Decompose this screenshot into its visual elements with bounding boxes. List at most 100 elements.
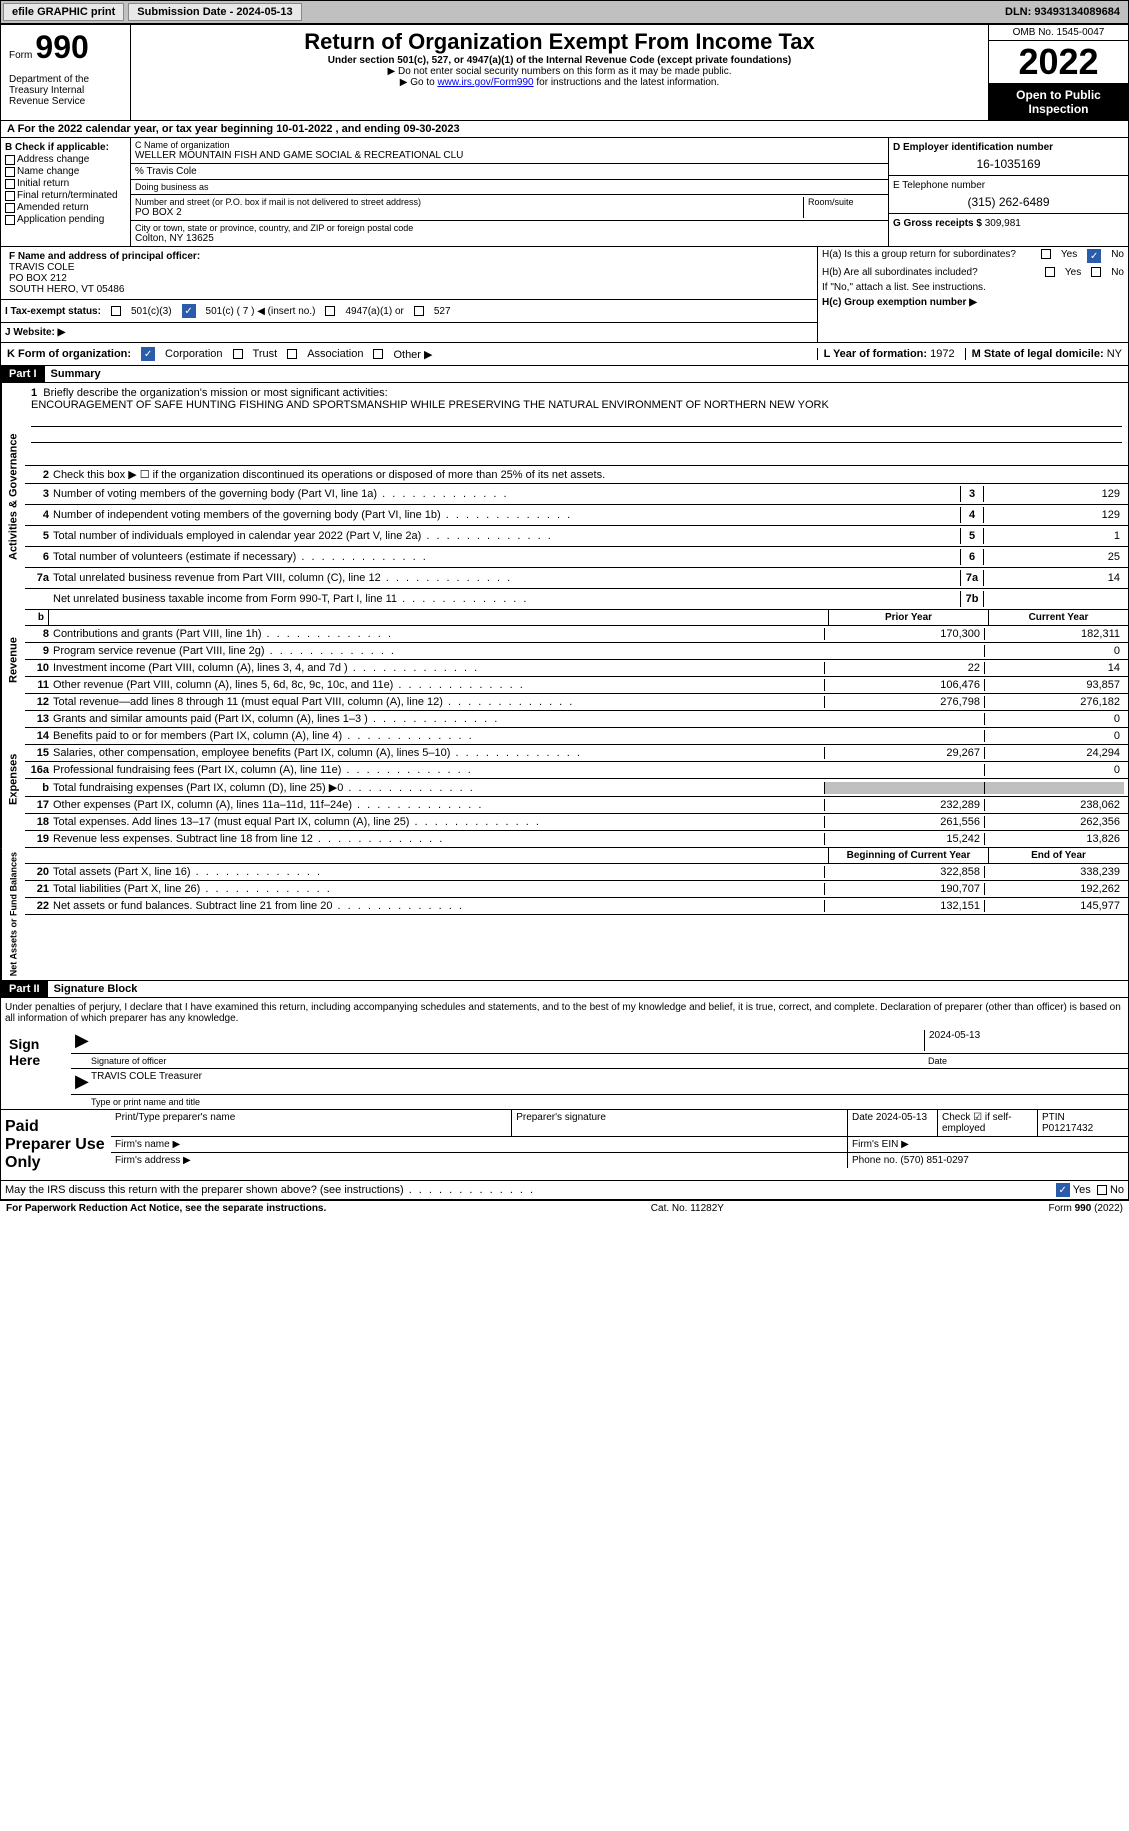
k-label: K Form of organization:	[7, 348, 131, 360]
hb-no[interactable]	[1091, 267, 1101, 277]
table-row: 13 Grants and similar amounts paid (Part…	[25, 711, 1128, 728]
table-row: 7a Total unrelated business revenue from…	[25, 568, 1128, 589]
paperwork-notice: For Paperwork Reduction Act Notice, see …	[6, 1203, 326, 1214]
prep-sig-label: Preparer's signature	[512, 1110, 848, 1136]
footer: For Paperwork Reduction Act Notice, see …	[0, 1200, 1129, 1216]
cat-number: Cat. No. 11282Y	[651, 1203, 724, 1214]
part2-title: Signature Block	[48, 981, 144, 997]
netassets-vlabel: Net Assets or Fund Balances	[1, 848, 25, 980]
ha-yes[interactable]	[1041, 249, 1051, 259]
street-label: Number and street (or P.O. box if mail i…	[135, 197, 803, 207]
arrow-icon-2: ▶	[75, 1071, 91, 1092]
discuss-yes-checked[interactable]: ✓	[1056, 1183, 1070, 1197]
form-footer: Form 990 (2022)	[1049, 1203, 1123, 1214]
ein-label: D Employer identification number	[893, 142, 1124, 153]
table-row: 18 Total expenses. Add lines 13–17 (must…	[25, 814, 1128, 831]
cb-final-return[interactable]: Final return/terminated	[5, 190, 126, 201]
website-label: J Website: ▶	[1, 322, 817, 342]
part2-header: Part II Signature Block	[1, 981, 1128, 998]
officer-addr1: PO BOX 212	[9, 273, 809, 284]
cb-527[interactable]	[414, 306, 424, 316]
officer-name: TRAVIS COLE	[9, 262, 809, 273]
table-row: 10 Investment income (Part VIII, column …	[25, 660, 1128, 677]
paid-preparer-label: Paid Preparer Use Only	[1, 1110, 111, 1180]
discuss-no[interactable]	[1097, 1185, 1107, 1195]
hb-label: H(b) Are all subordinates included?	[822, 267, 1045, 278]
col-b: B Check if applicable: Address change Na…	[1, 138, 131, 246]
cb-initial-return[interactable]: Initial return	[5, 178, 126, 189]
org-name: WELLER MOUNTAIN FISH AND GAME SOCIAL & R…	[135, 150, 884, 161]
table-row: b Total fundraising expenses (Part IX, c…	[25, 779, 1128, 797]
firm-name-label: Firm's name ▶	[111, 1137, 848, 1152]
penalty-text: Under penalties of perjury, I declare th…	[1, 998, 1128, 1028]
table-row: 12 Total revenue—add lines 8 through 11 …	[25, 694, 1128, 711]
f-h-row: F Name and address of principal officer:…	[1, 247, 1128, 343]
dept-label: Department of the Treasury Internal Reve…	[9, 66, 122, 107]
sig-officer-label: Signature of officer	[91, 1056, 924, 1066]
l-value: 1972	[930, 348, 954, 360]
cb-other[interactable]	[373, 349, 383, 359]
right-box: OMB No. 1545-0047 2022 Open to Public In…	[988, 25, 1128, 120]
cb-amended-return[interactable]: Amended return	[5, 202, 126, 213]
dba-label: Doing business as	[135, 182, 209, 192]
cb-corp-checked[interactable]: ✓	[141, 347, 155, 361]
table-row: 4 Number of independent voting members o…	[25, 505, 1128, 526]
form-number: 990	[35, 29, 88, 65]
cb-501c3[interactable]	[111, 306, 121, 316]
subtitle: Under section 501(c), 527, or 4947(a)(1)…	[135, 55, 984, 66]
netassets-block: Net Assets or Fund Balances Beginning of…	[1, 848, 1128, 981]
cb-address-change[interactable]: Address change	[5, 154, 126, 165]
ptin-label: PTIN	[1042, 1112, 1065, 1123]
phone-label: E Telephone number	[893, 180, 1124, 191]
note2-line: ▶ Go to www.irs.gov/Form990 for instruct…	[135, 77, 984, 88]
line1-label: Briefly describe the organization's miss…	[43, 387, 387, 399]
cb-assoc[interactable]	[287, 349, 297, 359]
main-title: Return of Organization Exempt From Incom…	[135, 29, 984, 55]
ein-value: 16-1035169	[893, 153, 1124, 171]
table-row: 6 Total number of volunteers (estimate i…	[25, 547, 1128, 568]
expenses-block: Expenses 13 Grants and similar amounts p…	[1, 711, 1128, 848]
form-body: Form 990 Department of the Treasury Inte…	[0, 24, 1129, 1200]
gross-label: G Gross receipts $	[893, 218, 982, 229]
firm-addr-label: Firm's address ▶	[111, 1153, 848, 1168]
activities-block: Activities & Governance 1 Briefly descri…	[1, 383, 1128, 610]
cb-4947[interactable]	[325, 306, 335, 316]
ha-label: H(a) Is this a group return for subordin…	[822, 249, 1041, 263]
line1: 1 Briefly describe the organization's mi…	[25, 383, 1128, 466]
cb-app-pending[interactable]: Application pending	[5, 214, 126, 225]
table-row: 21 Total liabilities (Part X, line 26) 1…	[25, 881, 1128, 898]
hb-yes[interactable]	[1045, 267, 1055, 277]
b-header: B Check if applicable:	[5, 142, 126, 153]
officer-printed-name: TRAVIS COLE Treasurer	[91, 1071, 202, 1092]
irs-link[interactable]: www.irs.gov/Form990	[437, 77, 533, 88]
sign-here-row: Sign Here ▶ 2024-05-13 Signature of offi…	[1, 1028, 1128, 1110]
table-row: 17 Other expenses (Part IX, column (A), …	[25, 797, 1128, 814]
form-number-block: Form 990 Department of the Treasury Inte…	[1, 25, 131, 120]
cb-501c-checked[interactable]: ✓	[182, 304, 196, 318]
arrow-icon: ▶	[75, 1030, 91, 1051]
activities-vlabel: Activities & Governance	[1, 383, 25, 610]
expenses-vlabel: Expenses	[1, 711, 25, 848]
prep-phone-label: Phone no.	[852, 1155, 898, 1166]
cb-name-change[interactable]: Name change	[5, 166, 126, 177]
submission-date-button[interactable]: Submission Date - 2024-05-13	[128, 3, 301, 21]
type-label: Type or print name and title	[91, 1097, 200, 1107]
table-row: 5 Total number of individuals employed i…	[25, 526, 1128, 547]
m-value: NY	[1107, 348, 1122, 360]
table-row: 15 Salaries, other compensation, employe…	[25, 745, 1128, 762]
discuss-text: May the IRS discuss this return with the…	[5, 1184, 1056, 1196]
gross-value: 309,981	[985, 218, 1021, 229]
table-row: Net unrelated business taxable income fr…	[25, 589, 1128, 610]
preparer-row: Paid Preparer Use Only Print/Type prepar…	[1, 1110, 1128, 1181]
c-name-label: C Name of organization	[135, 140, 884, 150]
section-f: F Name and address of principal officer:…	[1, 247, 817, 299]
efile-print-button[interactable]: efile GRAPHIC print	[3, 3, 124, 21]
cb-trust[interactable]	[233, 349, 243, 359]
topbar: efile GRAPHIC print Submission Date - 20…	[0, 0, 1129, 24]
hb-note: If "No," attach a list. See instructions…	[818, 280, 1128, 295]
ha-no-checked[interactable]: ✓	[1087, 249, 1101, 263]
print-name-label: Print/Type preparer's name	[111, 1110, 512, 1136]
revenue-block: Revenue b Prior Year Current Year 8 Cont…	[1, 610, 1128, 711]
sig-date: 2024-05-13	[924, 1030, 1124, 1051]
col-c: C Name of organization WELLER MOUNTAIN F…	[131, 138, 888, 246]
